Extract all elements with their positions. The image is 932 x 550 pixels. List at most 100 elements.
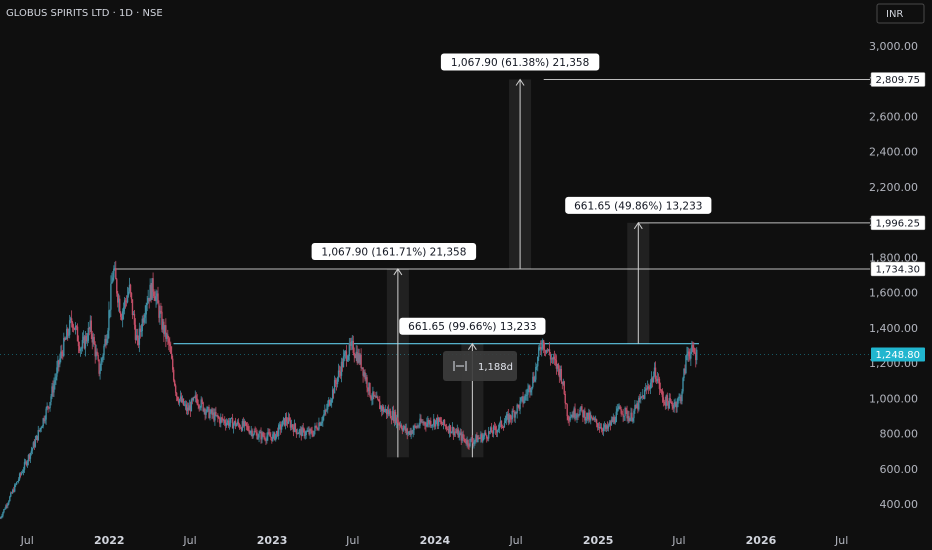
candle-body xyxy=(191,399,194,401)
candle-body xyxy=(15,481,18,485)
candle-body xyxy=(510,418,512,420)
candle-body xyxy=(592,417,594,420)
candle-body xyxy=(450,431,453,434)
candle-body xyxy=(143,317,145,323)
currency-button[interactable]: INR xyxy=(876,3,925,24)
candle-body xyxy=(324,409,326,415)
candle-body xyxy=(660,390,663,392)
candle-body xyxy=(540,346,542,350)
price-tick-label: 1,800.00 xyxy=(869,251,918,264)
candle-body xyxy=(37,430,39,441)
candle-body xyxy=(633,410,635,419)
candle-body xyxy=(353,352,355,357)
date-range-pill[interactable] xyxy=(443,351,517,381)
candle-body xyxy=(379,401,381,410)
candle-body xyxy=(357,353,359,363)
candle-body xyxy=(638,397,640,410)
candle-body xyxy=(527,389,529,395)
candle-body xyxy=(323,414,325,417)
currency-button-frame[interactable] xyxy=(876,3,925,24)
candle-body xyxy=(290,424,293,428)
candle-body xyxy=(194,395,196,398)
candle-body xyxy=(128,284,131,292)
candle-body xyxy=(178,399,181,403)
candle-body xyxy=(552,356,555,360)
candle-body xyxy=(198,405,200,408)
candle-body xyxy=(487,438,489,440)
candle-body xyxy=(524,395,526,401)
candle-body xyxy=(343,353,346,357)
candle-body xyxy=(219,418,221,424)
candle-body xyxy=(308,430,310,435)
candle-body xyxy=(320,423,322,426)
candle-body xyxy=(330,399,333,403)
level-price-tag-label: 2,809.75 xyxy=(875,75,920,86)
candle-body xyxy=(625,407,627,411)
candle-body xyxy=(239,427,242,429)
candle-body xyxy=(551,358,554,360)
time-tick-label: 2022 xyxy=(94,534,125,547)
candle-body xyxy=(393,411,396,422)
candle-body xyxy=(188,405,191,411)
candle-body xyxy=(220,417,222,424)
candle-body xyxy=(120,312,122,317)
candle-body xyxy=(499,420,502,424)
candle-body xyxy=(418,425,420,427)
price-tick-label: 3,000.00 xyxy=(869,40,918,53)
projection-arrowhead xyxy=(393,268,403,276)
candle-body xyxy=(451,427,454,432)
candle-body xyxy=(687,351,689,354)
candle-body xyxy=(652,375,655,383)
candle-body xyxy=(149,284,151,302)
candle-body xyxy=(99,370,101,374)
candle-body xyxy=(666,395,668,402)
horizontal-levels xyxy=(0,79,870,355)
candle-body xyxy=(233,421,236,424)
candle-body xyxy=(603,424,606,428)
candle-body xyxy=(693,347,695,353)
candle-body xyxy=(218,417,220,419)
candle-body xyxy=(29,452,32,459)
candle-body xyxy=(118,298,120,303)
date-range-measure[interactable]: 1,188d xyxy=(443,351,517,381)
candle-body xyxy=(348,343,351,356)
candle-body xyxy=(169,343,171,347)
currency-button-label[interactable]: INR xyxy=(886,9,903,20)
candle-body xyxy=(592,418,595,420)
candle-body xyxy=(533,376,535,382)
candle-body xyxy=(398,423,401,426)
candle-body xyxy=(477,438,479,443)
candle-body xyxy=(364,372,366,380)
time-axis[interactable]: Jul 2022 Jul 2023 Jul 2024 Jul 2025 Jul 2026 Jul xyxy=(20,534,849,547)
candle-body xyxy=(444,425,447,427)
candle-body xyxy=(455,432,458,433)
candle-body xyxy=(0,518,1,519)
candle-body xyxy=(173,380,176,386)
candle-body xyxy=(298,430,300,434)
candle-body xyxy=(569,417,571,421)
candle-body xyxy=(34,439,37,447)
candle-body xyxy=(301,427,303,437)
candle-body xyxy=(604,424,607,429)
candle-body xyxy=(126,295,129,303)
candle-body xyxy=(540,348,543,350)
candle-body xyxy=(532,376,534,387)
candle-body xyxy=(232,423,235,429)
candle-body xyxy=(448,425,451,433)
candle-body xyxy=(536,366,538,368)
candle-body xyxy=(187,407,190,411)
candle-body xyxy=(640,396,642,400)
price-tick-label: 400.00 xyxy=(880,498,919,511)
candle-body xyxy=(695,353,697,361)
candle-body xyxy=(207,407,209,408)
candle-body xyxy=(252,434,254,437)
candle-body xyxy=(662,397,665,402)
candle-body xyxy=(463,438,465,440)
candle-body xyxy=(107,330,109,340)
candle-body xyxy=(535,366,537,380)
candle-body xyxy=(351,340,353,342)
candle-body xyxy=(274,432,276,440)
candle-body xyxy=(608,422,611,426)
candle-body xyxy=(214,411,216,421)
